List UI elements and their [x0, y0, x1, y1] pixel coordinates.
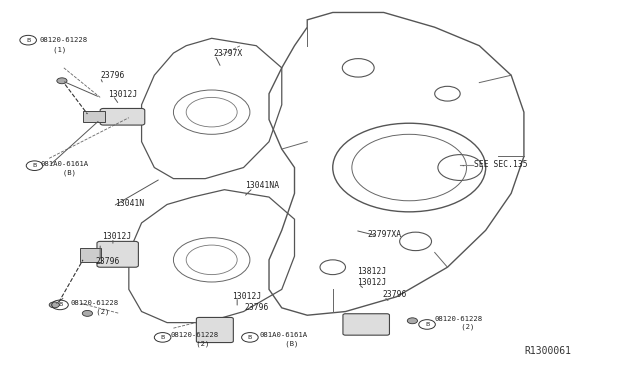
Text: R1300061: R1300061: [525, 346, 572, 356]
Text: (2): (2): [70, 308, 109, 315]
FancyBboxPatch shape: [97, 241, 138, 267]
Circle shape: [407, 318, 417, 324]
Text: 13812J: 13812J: [357, 267, 386, 276]
Text: 13041NA: 13041NA: [246, 181, 280, 190]
Text: B: B: [58, 302, 62, 307]
Text: B: B: [161, 335, 164, 340]
Text: B: B: [425, 322, 429, 327]
Text: 13012J: 13012J: [108, 90, 138, 99]
Text: (1): (1): [40, 46, 66, 52]
Text: 08120-61228: 08120-61228: [40, 37, 88, 43]
Text: 08120-61228: 08120-61228: [435, 316, 483, 322]
FancyBboxPatch shape: [100, 109, 145, 125]
Text: 13012J: 13012J: [232, 292, 261, 301]
FancyBboxPatch shape: [343, 314, 390, 335]
Text: (2): (2): [435, 324, 474, 330]
Text: 13041N: 13041N: [115, 199, 144, 208]
Text: 08120-61228: 08120-61228: [70, 301, 118, 307]
Circle shape: [57, 78, 67, 84]
Text: 23796: 23796: [383, 291, 407, 299]
Text: 23797XA: 23797XA: [368, 230, 402, 239]
Text: (B): (B): [259, 340, 299, 347]
Text: 23796: 23796: [245, 303, 269, 312]
FancyBboxPatch shape: [80, 248, 101, 262]
Text: 13012J: 13012J: [357, 278, 386, 287]
Text: 23797X: 23797X: [213, 49, 242, 58]
Text: (B): (B): [41, 169, 76, 176]
Circle shape: [83, 310, 93, 316]
FancyBboxPatch shape: [196, 317, 234, 343]
Circle shape: [49, 302, 60, 308]
Text: 081A0-6161A: 081A0-6161A: [41, 161, 89, 167]
Text: B: B: [248, 335, 252, 340]
Text: (2): (2): [170, 340, 210, 347]
Text: 081A0-6161A: 081A0-6161A: [259, 332, 308, 338]
Text: 08120-61228: 08120-61228: [170, 332, 218, 338]
Text: B: B: [26, 38, 30, 43]
FancyBboxPatch shape: [83, 112, 104, 122]
Text: 23796: 23796: [96, 257, 120, 266]
Text: 23796: 23796: [100, 71, 125, 80]
Text: B: B: [33, 163, 36, 168]
Text: 13012J: 13012J: [102, 232, 131, 241]
Text: SEE SEC.135: SEE SEC.135: [474, 160, 528, 169]
